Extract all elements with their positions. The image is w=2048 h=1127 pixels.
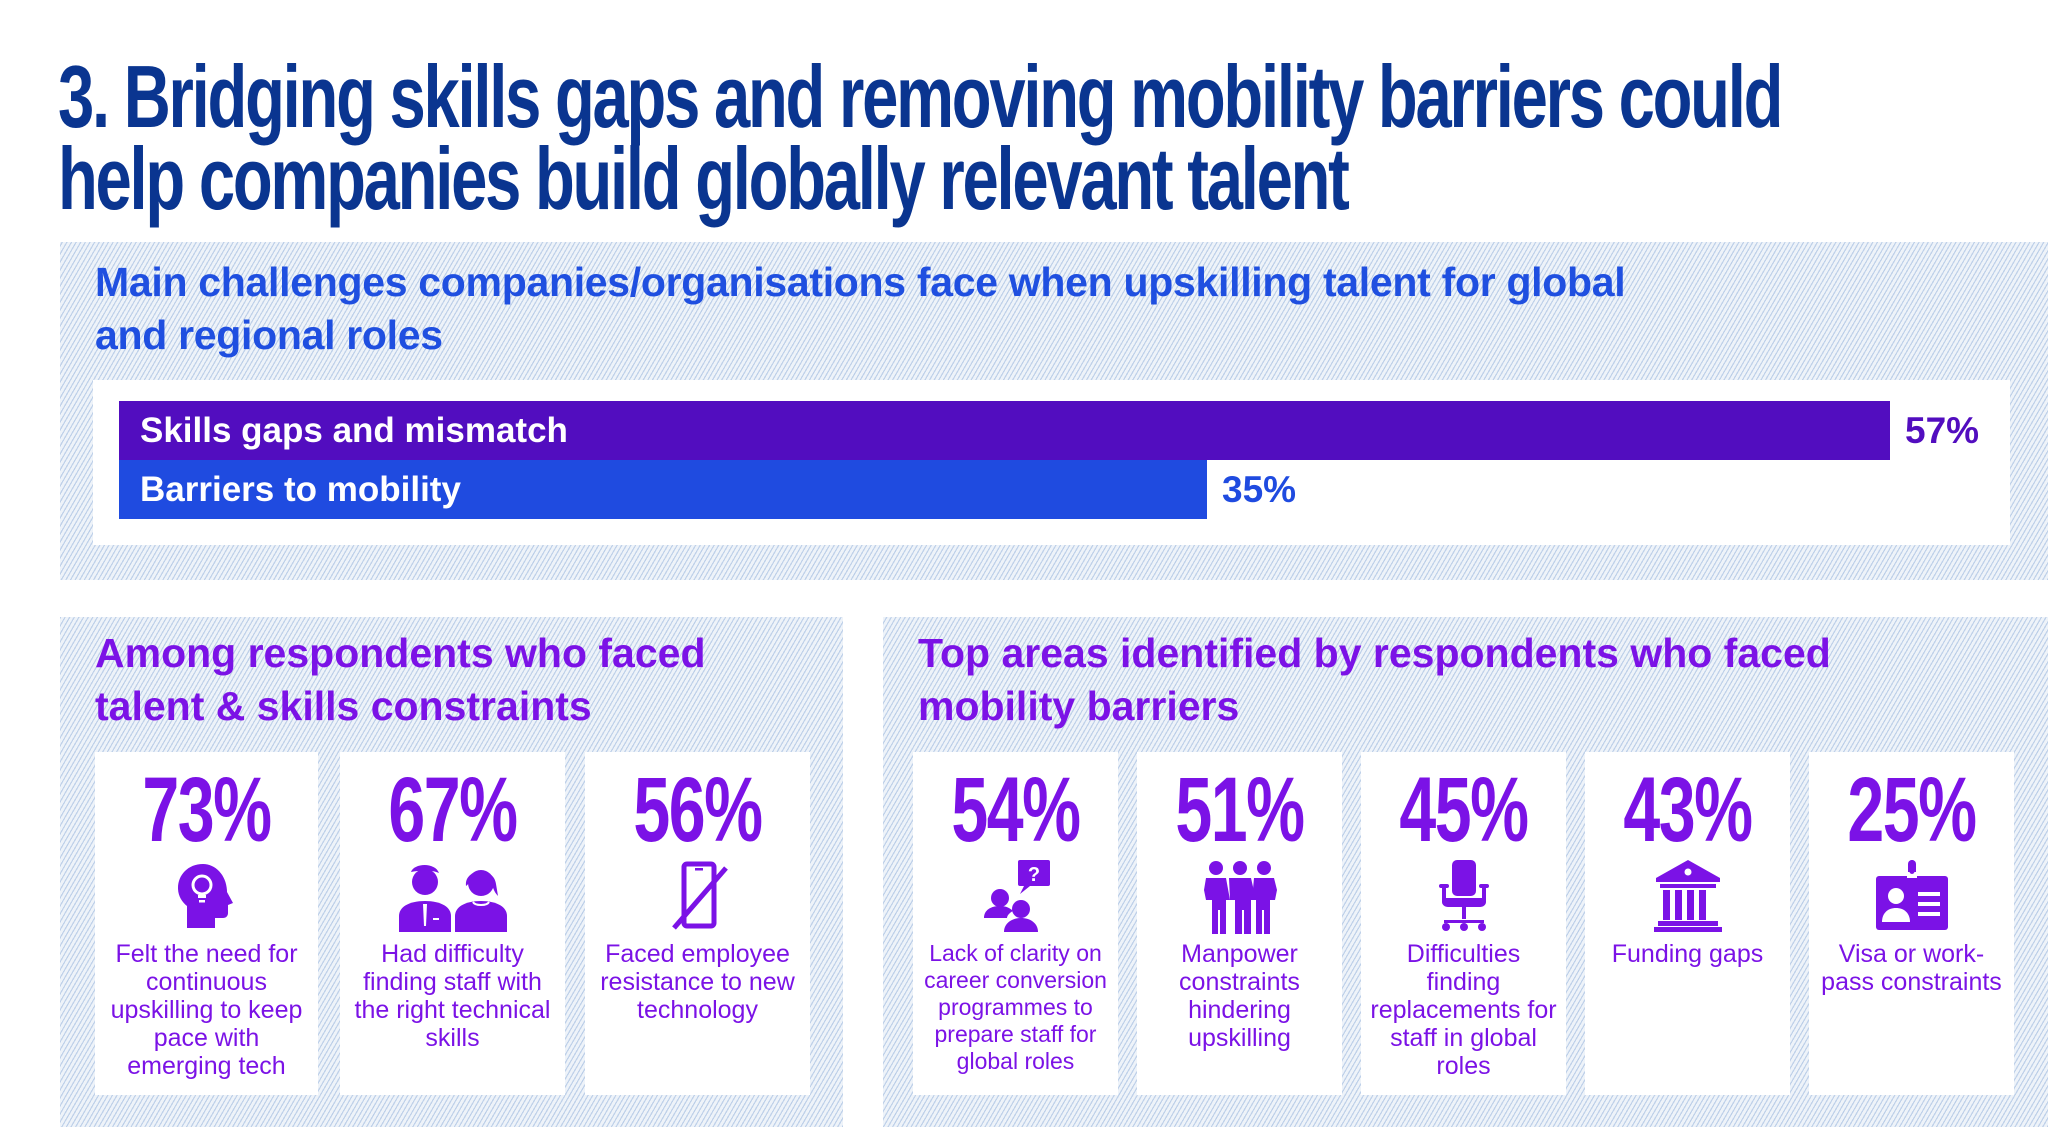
bar-value: 57%: [1905, 409, 1980, 451]
office-chair-icon: [1426, 858, 1502, 934]
stat-card: 45% Difficulties finding replacements fo…: [1361, 752, 1566, 1095]
stat-card: 51% Manpower constraints hindering upski…: [1137, 752, 1342, 1095]
stat-description: Had difficulty finding staff with the ri…: [354, 940, 551, 1052]
stat-card: 56% Faced employee resistance to new tec…: [585, 752, 810, 1095]
stat-value: 67%: [388, 759, 518, 861]
page-title-line-1: 3. Bridging skills gaps and removing mob…: [58, 47, 1783, 146]
bar-label: Barriers to mobility: [140, 469, 461, 509]
heading-line-2: talent & skills constraints: [95, 683, 592, 729]
stat-value: 43%: [1623, 759, 1753, 861]
mobility-barriers-panel: Top areas identified by respondents who …: [883, 617, 2048, 1127]
crossed-out-phone-icon: [660, 858, 736, 934]
bar-value: 35%: [1222, 468, 1297, 510]
heading-line-1: Among respondents who faced: [95, 630, 706, 676]
main-challenges-heading: Main challenges companies/organisations …: [95, 256, 1895, 362]
bar-row-mobility: Barriers to mobility 35%: [119, 460, 1296, 519]
stat-value: 73%: [142, 759, 272, 861]
stat-card: 67% Had difficulty finding staff with th…: [340, 752, 565, 1095]
bar-label: Skills gaps and mismatch: [140, 410, 568, 450]
id-badge-icon: [1874, 858, 1950, 934]
heading-line-2: mobility barriers: [918, 683, 1240, 729]
stat-value: 51%: [1175, 759, 1305, 861]
stat-description: Lack of clarity on career conversion pro…: [924, 940, 1107, 1074]
stat-description: Manpower constraints hindering upskillin…: [1179, 940, 1300, 1052]
stat-card: 43% Funding gaps: [1585, 752, 1790, 1095]
main-challenges-panel: Main challenges companies/organisations …: [60, 242, 2048, 580]
page-title: 3. Bridging skills gaps and removing mob…: [58, 47, 1783, 228]
stat-description: Funding gaps: [1611, 940, 1764, 968]
stat-value: 45%: [1399, 759, 1529, 861]
stat-value: 54%: [951, 759, 1081, 861]
bar-row-skills-gaps: Skills gaps and mismatch 57%: [119, 401, 1979, 460]
stat-description: Felt the need for continuous upskilling …: [110, 940, 303, 1080]
stat-card: 25% Visa or work-pass constraints: [1809, 752, 2014, 1095]
heading-line-1: Top areas identified by respondents who …: [918, 630, 1831, 676]
bar-mobility: Barriers to mobility: [119, 460, 1207, 519]
business-people-icon: [393, 858, 513, 934]
stat-description: Faced employee resistance to new technol…: [600, 940, 795, 1024]
svg-text:?: ?: [1027, 864, 1039, 886]
stat-card: 73% Felt the need for continuous upskill…: [95, 752, 318, 1095]
bar-skills-gaps: Skills gaps and mismatch: [119, 401, 1890, 460]
head-lightbulb-icon: [169, 858, 245, 934]
stat-value: 56%: [633, 759, 763, 861]
mobility-barriers-heading: Top areas identified by respondents who …: [918, 627, 2018, 733]
stat-value: 25%: [1847, 759, 1977, 861]
main-challenges-heading-line-1: Main challenges companies/organisations …: [95, 259, 1626, 305]
talent-constraints-panel: Among respondents who faced talent & ski…: [60, 617, 843, 1127]
people-question-icon: ?: [978, 858, 1054, 934]
stat-description: Visa or work-pass constraints: [1821, 940, 2002, 996]
stat-card: 54% ? Lack of clarity on career conversi…: [913, 752, 1118, 1095]
bank-building-icon: [1650, 858, 1726, 934]
stat-description: Difficulties finding replacements for st…: [1370, 940, 1557, 1080]
talent-constraints-heading: Among respondents who faced talent & ski…: [95, 627, 1195, 733]
bar-chart: Skills gaps and mismatch 57% Barriers to…: [93, 380, 2010, 545]
main-challenges-heading-line-2: and regional roles: [95, 312, 443, 358]
page-title-line-2: help companies build globally relevant t…: [58, 129, 1350, 228]
three-people-icon: [1202, 858, 1278, 934]
